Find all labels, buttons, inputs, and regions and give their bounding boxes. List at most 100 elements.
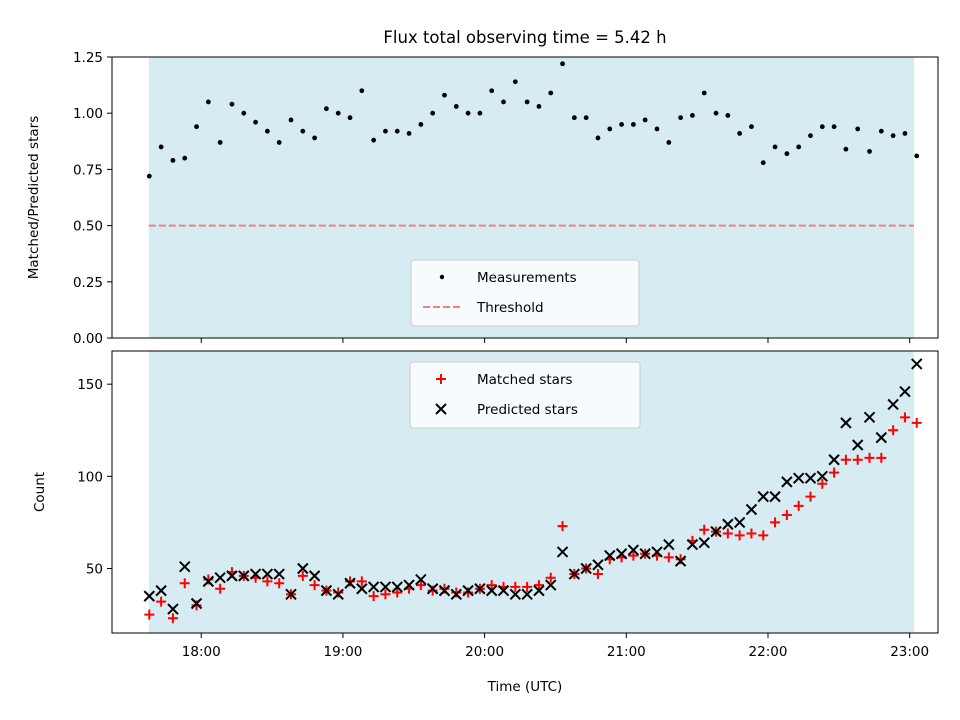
predicted-star-point (450, 588, 462, 601)
predicted-star-point (545, 579, 557, 591)
measurement-point (194, 124, 199, 130)
count-y-axis-label: Count (32, 472, 48, 512)
measurement-point (619, 122, 624, 127)
legend-matched-marker (436, 374, 446, 384)
predicted-star-point (580, 562, 592, 575)
matched-star-point (262, 576, 273, 587)
legend-predicted-glyph (435, 403, 447, 415)
measurement-point (276, 140, 282, 145)
matched-star-point (899, 412, 910, 423)
predicted-star-point (403, 579, 415, 591)
matched-star-point (770, 517, 781, 528)
measurement-point (914, 153, 920, 159)
predicted-star-point (379, 581, 392, 593)
predicted-star-point (627, 544, 640, 556)
matched-star-point (545, 572, 556, 583)
matched-star-point (463, 587, 474, 598)
measurement-point (501, 99, 506, 105)
predicted-star-point (887, 398, 899, 411)
matched-star-point (392, 587, 403, 598)
predicted-star-point (497, 584, 510, 597)
legend-matched-label: Matched stars (477, 372, 573, 388)
measurement-point (548, 90, 554, 96)
measurement-point (713, 110, 719, 116)
matched-star-point (876, 452, 887, 463)
matched-stars-points (144, 412, 922, 624)
x-tick-label: 21:00 (607, 644, 646, 660)
predicted-star-point (261, 568, 274, 580)
measurement-point (465, 110, 471, 116)
measurement-point (359, 88, 365, 94)
matched-star-point (522, 581, 533, 592)
predicted-star-point (698, 536, 710, 549)
matched-star-point (864, 452, 875, 463)
measurement-point (489, 88, 495, 94)
matched-star-point (191, 600, 202, 611)
measurement-point (524, 99, 530, 105)
matched-star-point (746, 528, 757, 539)
predicted-star-point (852, 439, 864, 451)
matched-star-point (852, 454, 863, 465)
measurement-point (406, 131, 412, 136)
predicted-star-point (663, 538, 675, 551)
measurement-point (264, 128, 270, 134)
matched-star-point (309, 580, 320, 591)
measurement-point (182, 155, 188, 161)
matched-star-point (368, 591, 379, 602)
predicted-star-point (828, 454, 840, 466)
y-tick-label: 50 (86, 561, 103, 577)
predicted-star-point (745, 503, 758, 516)
predicted-star-point (367, 581, 380, 593)
predicted-star-point (863, 411, 876, 424)
y-tick-label: 0.25 (73, 275, 103, 291)
measurement-point (678, 115, 684, 121)
matched-star-point (675, 554, 686, 565)
measurement-point (843, 146, 849, 152)
measurement-point (808, 133, 813, 139)
measurement-point (324, 106, 329, 112)
matched-star-point (829, 467, 840, 478)
measurement-point (347, 115, 353, 121)
matched-star-point (439, 583, 450, 594)
predicted-star-point (356, 583, 368, 595)
measurement-point (583, 115, 589, 121)
y-tick-label: 1.25 (73, 50, 103, 66)
matched-star-point (888, 425, 899, 436)
matched-star-point (167, 613, 178, 624)
matched-star-point (911, 417, 922, 428)
measurement-point (158, 144, 164, 150)
measurement-point (217, 140, 223, 145)
measurement-point (690, 113, 695, 118)
predicted-star-point (344, 577, 356, 589)
matched-star-point (533, 580, 544, 591)
matched-star-point (144, 609, 155, 620)
legend-measurements-label: Measurements (477, 270, 577, 286)
ratio-panel-frame (111, 56, 939, 339)
measurement-point (630, 122, 636, 127)
predicted-star-point (722, 518, 734, 530)
matched-star-point (415, 580, 426, 591)
matched-star-point (486, 580, 497, 591)
measurement-point (241, 110, 247, 116)
count-panel: 50 100 150 18:00 19:00 20:00 21:00 22:00 23:00 C… (32, 350, 939, 695)
measurement-point (760, 160, 766, 166)
predicted-star-point (615, 548, 628, 560)
ratio-legend-box (410, 259, 640, 327)
matched-star-point (274, 578, 285, 589)
predicted-star-point (190, 597, 203, 610)
matched-star-point (380, 589, 391, 600)
legend-predicted-marker (435, 403, 447, 415)
predicted-star-point (816, 470, 829, 483)
legend-measurement-marker (439, 274, 445, 280)
ratio-panel: 0.00 0.25 0.50 0.75 1.00 1.25 Matched/Predict… (26, 50, 939, 347)
measurement-point (902, 131, 908, 136)
measurement-point (430, 110, 436, 116)
matched-star-point (156, 596, 167, 607)
matched-star-point (663, 552, 674, 563)
measurement-point (477, 110, 483, 116)
measurement-point (701, 90, 707, 96)
predicted-star-point (568, 568, 581, 580)
predicted-star-point (155, 584, 167, 597)
predicted-star-point (249, 568, 262, 580)
